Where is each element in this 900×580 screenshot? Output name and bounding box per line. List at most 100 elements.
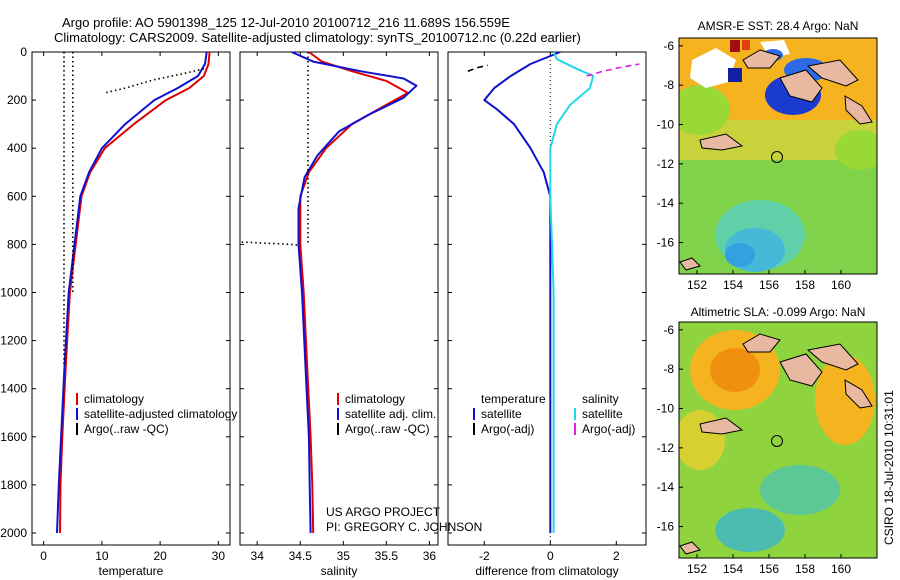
x-tick-label: 0	[40, 549, 47, 563]
map-y-tick-label: -14	[657, 196, 675, 210]
series-line	[586, 63, 640, 77]
island-outline	[806, 59, 859, 87]
salinity-axes	[239, 51, 439, 546]
map-y-tick-label: -16	[657, 236, 675, 250]
x-tick-label: 35	[337, 549, 351, 563]
series-line	[59, 51, 211, 534]
y-tick-label: 400	[7, 141, 27, 155]
x-tick-label: 36	[423, 549, 437, 563]
x-tick-label: 10	[95, 549, 109, 563]
credit-pi: PI: GREGORY C. JOHNSON	[326, 520, 482, 534]
difference-axes	[447, 51, 647, 546]
x-tick-label: -2	[479, 549, 490, 563]
y-tick-label: 1400	[0, 382, 27, 396]
salinity-plot: 34 34.5 35 35.5 36 salinity	[240, 51, 438, 578]
legend-temperature-heading: temperature	[481, 392, 546, 406]
sla-high-patch	[679, 410, 725, 470]
map-y-tick-label: -6	[663, 323, 674, 337]
map-x-tick-label: 154	[723, 562, 743, 576]
map-y-tick-label: -10	[657, 118, 675, 132]
y-tick-label: 0	[20, 45, 27, 59]
y-tick-label: 200	[7, 93, 27, 107]
sla-low-patch	[715, 508, 785, 552]
y-tick-label: 1600	[0, 430, 27, 444]
temperature-axes	[31, 51, 231, 546]
x-tick-label: 2	[613, 549, 620, 563]
series-line	[56, 51, 208, 534]
y-tick-label: 1200	[0, 334, 27, 348]
x-tick-label: 34	[251, 549, 265, 563]
sst-hot-pixel	[742, 40, 750, 50]
x-axis-label: temperature	[99, 564, 164, 578]
series-line	[483, 51, 561, 533]
island-outline	[779, 69, 823, 103]
legend-sat-label: satellite-adjusted climatology	[84, 407, 237, 421]
legend-salinity-heading: salinity	[582, 392, 619, 406]
figure-title-line2: Climatology: CARS2009. Satellite-adjuste…	[54, 30, 581, 45]
y-tick-label: 2000	[0, 526, 27, 540]
timestamp-stamp: CSIRO 18-Jul-2010 10:31:01	[882, 390, 896, 545]
island-outline	[844, 95, 873, 125]
map-y-tick-label: -8	[663, 362, 674, 376]
sst-map-ticks: 152 154 156 158 160 -6 -8 -10 -12 -14 -16	[657, 39, 852, 292]
difference-legend: temperature satellite Argo(-adj) salinit…	[473, 392, 635, 436]
sst-map-frame	[678, 37, 878, 275]
map-y-tick-label: -10	[657, 402, 675, 416]
island-outline	[806, 343, 859, 371]
map-x-tick-label: 152	[687, 562, 707, 576]
island-outline	[742, 49, 781, 69]
sst-map	[679, 38, 877, 274]
map-x-tick-label: 160	[831, 562, 851, 576]
sla-highest-patch	[710, 348, 760, 392]
series-line	[291, 51, 418, 534]
temperature-plot: 0 10 20 30 0 200 400 600 800 1000 1200 1400 1600 1800…	[0, 45, 230, 578]
island-outline	[679, 257, 701, 271]
map-x-tick-label: 154	[723, 278, 743, 292]
legend-clim-label: climatology	[345, 392, 405, 406]
island-outline	[742, 333, 781, 353]
salinity-legend: climatology satellite adj. clim. Argo(..…	[337, 392, 436, 436]
sst-hot-pixel	[730, 40, 740, 52]
y-tick-label: 600	[7, 189, 27, 203]
map-y-tick-label: -14	[657, 480, 675, 494]
map-x-tick-label: 160	[831, 278, 851, 292]
map-x-tick-label: 158	[795, 562, 815, 576]
legend-argo-label: Argo(..raw -QC)	[84, 422, 169, 436]
argo-location-marker	[771, 435, 783, 447]
map-y-tick-label: -6	[663, 39, 674, 53]
legend-clim-label: climatology	[84, 392, 144, 406]
y-tick-label: 800	[7, 237, 27, 251]
x-tick-label: 30	[212, 549, 226, 563]
sla-low-patch	[760, 465, 840, 515]
sst-map-title: AMSR-E SST: 28.4 Argo: NaN	[698, 19, 859, 33]
series-line	[549, 51, 595, 533]
island-outline	[699, 133, 744, 151]
map-x-tick-label: 152	[687, 278, 707, 292]
series-line	[467, 64, 488, 72]
sst-green-patch	[835, 130, 877, 170]
legend-sal-sat-label: satellite	[582, 407, 623, 421]
temperature-legend: climatology satellite-adjusted climatolo…	[76, 392, 237, 436]
sla-map-title: Altimetric SLA: -0.099 Argo: NaN	[691, 305, 866, 319]
island-outline	[844, 379, 873, 409]
series-line	[299, 51, 409, 534]
sla-map-ticks: 152 154 156 158 160 -6 -8 -10 -12 -14 -16	[657, 323, 852, 576]
credit-project: US ARGO PROJECT	[326, 505, 441, 519]
series-line	[104, 68, 204, 94]
x-tick-label: 20	[153, 549, 167, 563]
map-y-tick-label: -12	[657, 441, 675, 455]
island-outline	[779, 353, 823, 387]
x-tick-label: 34.5	[289, 549, 313, 563]
x-tick-label: 35.5	[375, 549, 399, 563]
map-y-tick-label: -12	[657, 157, 675, 171]
legend-temp-sat-label: satellite	[481, 407, 522, 421]
sst-warm-pixel	[728, 68, 742, 82]
sst-coolest-patch	[725, 243, 755, 267]
sst-missing-data	[690, 48, 736, 88]
legend-argo-label: Argo(..raw -QC)	[345, 422, 430, 436]
map-y-tick-label: -16	[657, 520, 675, 534]
y-tick-label: 1800	[0, 478, 27, 492]
map-x-tick-label: 158	[795, 278, 815, 292]
